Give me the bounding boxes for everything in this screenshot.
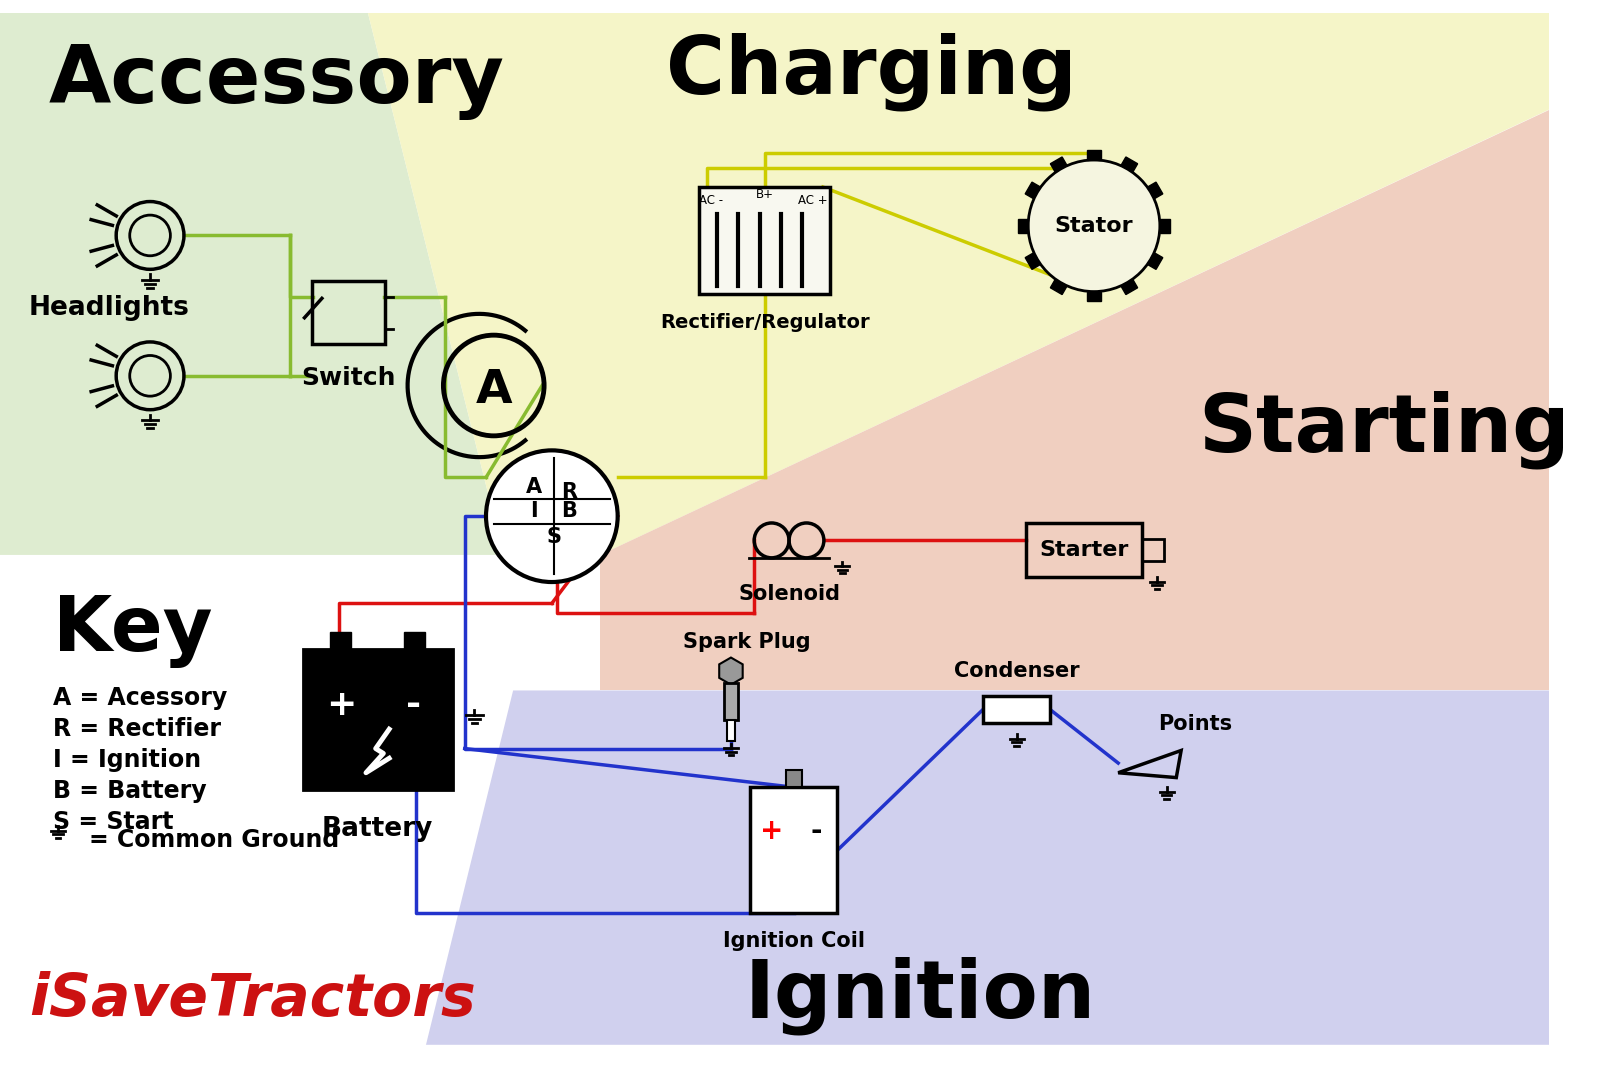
Bar bbox=[405, 632, 426, 649]
Text: Points: Points bbox=[1158, 714, 1232, 734]
Polygon shape bbox=[1026, 253, 1040, 270]
Text: Switch: Switch bbox=[301, 366, 395, 390]
Text: B: B bbox=[562, 501, 578, 521]
Text: -: - bbox=[810, 817, 822, 845]
Text: Key: Key bbox=[53, 594, 213, 667]
Text: Rectifier/Regulator: Rectifier/Regulator bbox=[661, 313, 870, 332]
Text: Solenoid: Solenoid bbox=[738, 584, 840, 604]
Text: Battery: Battery bbox=[322, 817, 434, 842]
Bar bbox=[302, 649, 453, 790]
Circle shape bbox=[1029, 160, 1160, 292]
Text: +: + bbox=[760, 817, 784, 845]
Text: Accessory: Accessory bbox=[48, 42, 504, 119]
Bar bbox=[1142, 539, 1163, 561]
Text: I: I bbox=[531, 501, 538, 521]
Text: +: + bbox=[326, 688, 357, 722]
Polygon shape bbox=[1147, 182, 1163, 198]
Bar bbox=[726, 720, 734, 741]
Text: B+: B+ bbox=[755, 189, 774, 201]
Text: A = Acessory: A = Acessory bbox=[53, 685, 227, 710]
Text: AC +: AC + bbox=[798, 194, 827, 207]
Polygon shape bbox=[1122, 279, 1138, 294]
Text: B = Battery: B = Battery bbox=[53, 778, 206, 803]
Text: Ignition Coil: Ignition Coil bbox=[723, 931, 866, 951]
Text: -: - bbox=[406, 688, 421, 722]
Polygon shape bbox=[600, 110, 1549, 691]
Polygon shape bbox=[720, 658, 742, 684]
Bar bbox=[312, 281, 386, 344]
Circle shape bbox=[486, 450, 618, 582]
Bar bbox=[725, 682, 738, 720]
Polygon shape bbox=[1088, 150, 1101, 160]
Text: Spark Plug: Spark Plug bbox=[683, 632, 810, 651]
Text: S = Start: S = Start bbox=[53, 809, 174, 834]
Bar bbox=[750, 788, 837, 914]
Text: AC -: AC - bbox=[699, 194, 723, 207]
Polygon shape bbox=[1019, 219, 1029, 232]
Polygon shape bbox=[426, 691, 1549, 1045]
Text: Stator: Stator bbox=[1054, 215, 1133, 236]
Polygon shape bbox=[1088, 292, 1101, 302]
Bar bbox=[786, 770, 802, 788]
Text: A: A bbox=[475, 368, 512, 413]
Text: Starter: Starter bbox=[1040, 540, 1130, 560]
Bar bbox=[330, 632, 350, 649]
Text: R: R bbox=[562, 482, 578, 502]
Text: A: A bbox=[526, 478, 542, 497]
Polygon shape bbox=[1160, 219, 1170, 232]
Text: iSaveTractors: iSaveTractors bbox=[29, 971, 475, 1029]
Text: Charging: Charging bbox=[666, 32, 1077, 111]
Polygon shape bbox=[1122, 157, 1138, 172]
Text: R = Rectifier: R = Rectifier bbox=[53, 716, 221, 741]
Polygon shape bbox=[1147, 253, 1163, 270]
Text: = Common Ground: = Common Ground bbox=[90, 828, 339, 852]
Polygon shape bbox=[1050, 279, 1067, 294]
Text: Starting: Starting bbox=[1198, 390, 1570, 469]
Text: Ignition: Ignition bbox=[744, 956, 1096, 1035]
Polygon shape bbox=[1026, 182, 1040, 198]
Text: Headlights: Headlights bbox=[29, 295, 190, 321]
Bar bbox=[1026, 523, 1142, 577]
Bar bbox=[982, 696, 1051, 724]
Polygon shape bbox=[0, 13, 504, 555]
Text: S: S bbox=[546, 528, 562, 548]
Bar bbox=[699, 187, 830, 293]
Text: Condenser: Condenser bbox=[954, 661, 1080, 681]
Polygon shape bbox=[368, 13, 1549, 555]
Polygon shape bbox=[1050, 157, 1067, 172]
Text: I = Ignition: I = Ignition bbox=[53, 747, 202, 772]
